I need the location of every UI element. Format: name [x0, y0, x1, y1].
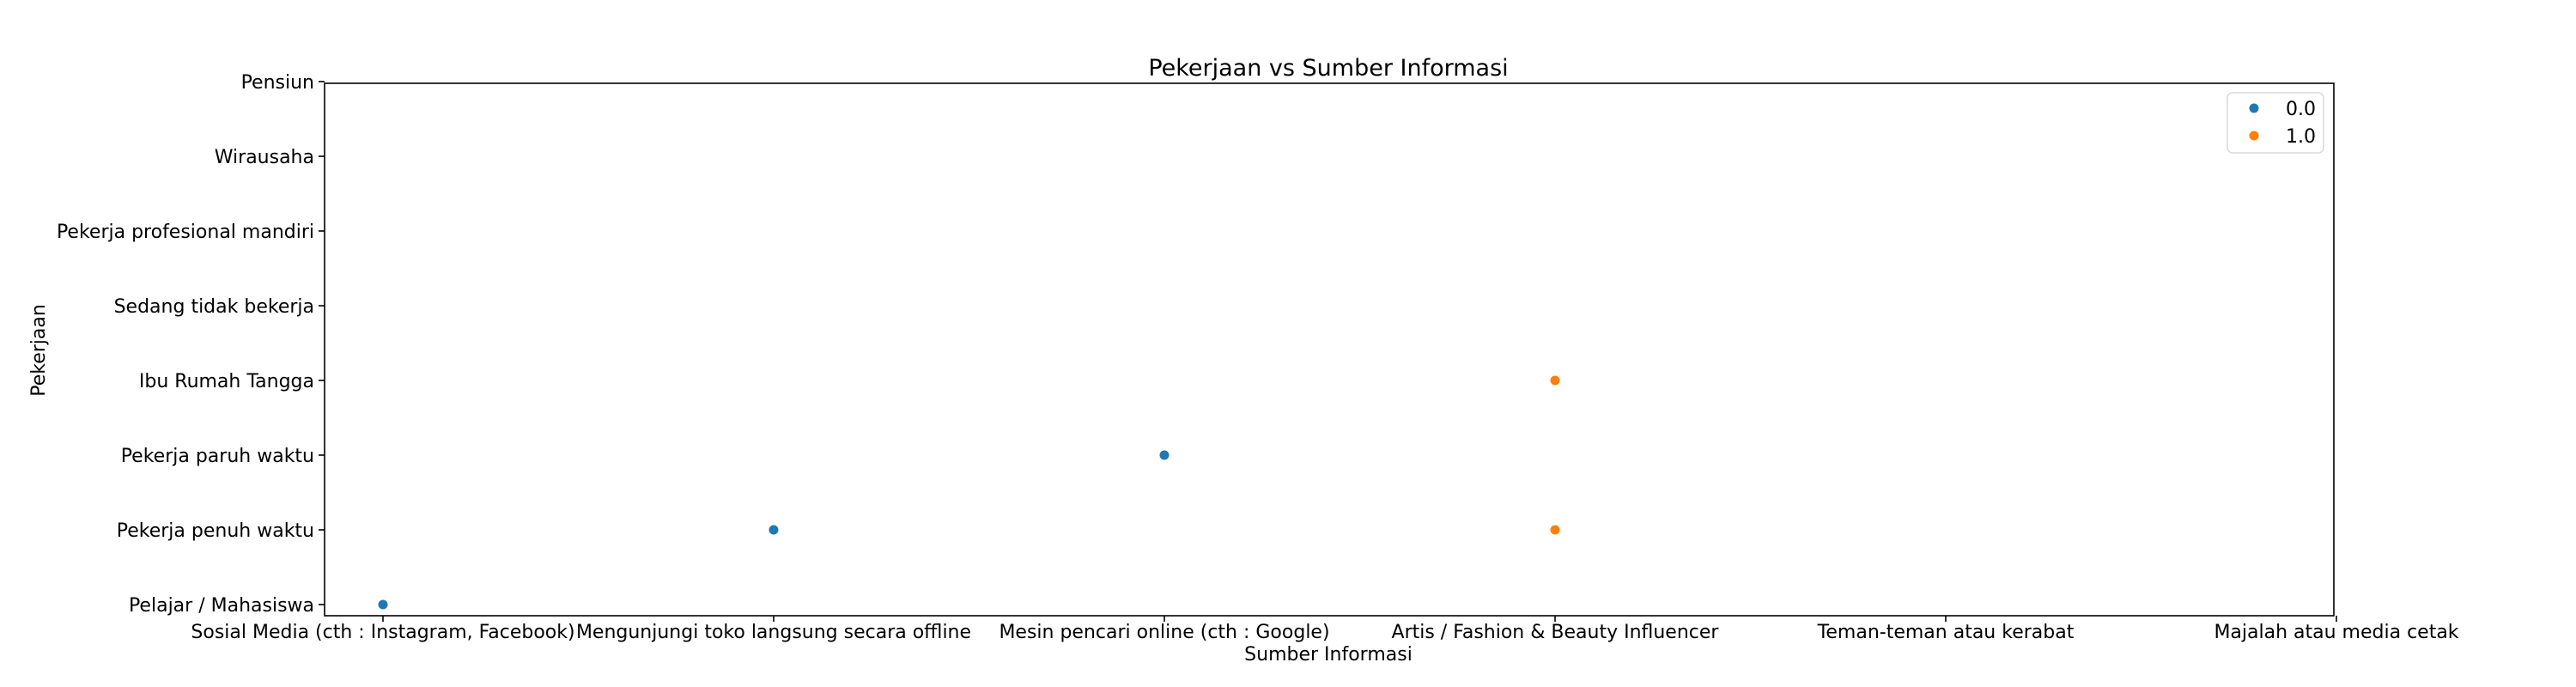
data-point	[378, 599, 388, 610]
x-tick-label: Sosial Media (cth : Instagram, Facebook)	[191, 622, 574, 643]
y-tick-label: Pekerja penuh waktu	[117, 520, 314, 542]
x-tick-label: Mengunjungi toko langsung secara offline	[576, 622, 971, 643]
x-tick-label: Teman-teman atau kerabat	[1817, 622, 2075, 643]
axes-layer	[324, 82, 2335, 617]
y-tick-label: Pekerja profesional mandiri	[57, 222, 314, 243]
data-point	[769, 525, 779, 535]
y-axis-title: Pekerjaan	[28, 304, 50, 397]
y-tick-label: Pekerja paruh waktu	[121, 446, 314, 467]
legend-label: 1.0	[2286, 126, 2316, 148]
y-tick-label: Ibu Rumah Tangga	[139, 371, 314, 392]
y-tick-label: Pelajar / Mahasiswa	[129, 595, 314, 617]
data-point	[1550, 525, 1560, 535]
data-point	[1159, 450, 1170, 460]
x-axis-title: Sumber Informasi	[1244, 644, 1413, 666]
chart-title: Pekerjaan vs Sumber Informasi	[1148, 55, 1508, 82]
x-axis-ticks: Sosial Media (cth : Instagram, Facebook)…	[191, 616, 2459, 643]
legend-marker	[2249, 131, 2259, 141]
y-tick-label: Wirausaha	[215, 147, 314, 168]
y-axis-ticks: Pelajar / Mahasiswa Pekerja penuh waktu Pe…	[57, 72, 325, 617]
x-tick-label: Mesin pencari online (cth : Google)	[999, 622, 1329, 643]
x-tick-label: Majalah atau media cetak	[2214, 622, 2458, 643]
data-point	[1550, 375, 1560, 386]
x-tick-label: Artis / Fashion & Beauty Influencer	[1392, 622, 1720, 643]
legend-label: 0.0	[2286, 99, 2316, 120]
plot-frame	[324, 82, 2335, 617]
data-points	[378, 375, 1560, 610]
legend: 0.01.0	[2227, 92, 2324, 154]
y-tick-label: Sedang tidak bekerja	[114, 296, 314, 318]
y-tick-label: Pensiun	[241, 72, 314, 94]
legend-marker	[2249, 103, 2259, 113]
